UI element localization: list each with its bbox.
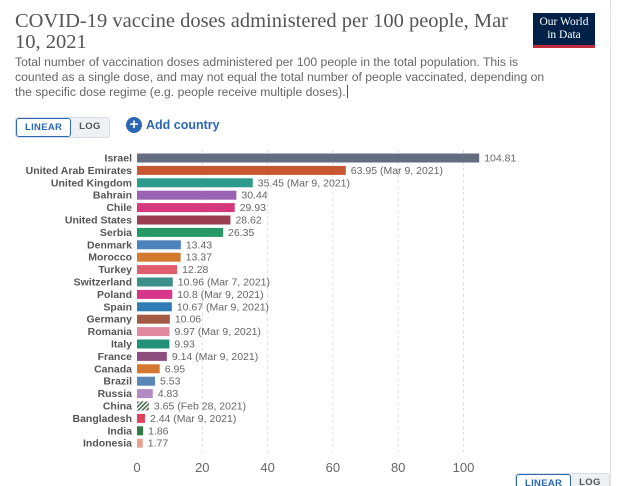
country-label: United Arab Emirates: [26, 165, 133, 177]
bar[interactable]: [137, 376, 156, 386]
bar[interactable]: [137, 364, 160, 374]
x-tick-label: 40: [260, 460, 274, 475]
value-label: 10.67 (Mar 9, 2021): [177, 301, 269, 313]
country-label: Russia: [98, 388, 133, 400]
value-label: 1.86: [148, 425, 169, 437]
bar[interactable]: [137, 240, 181, 250]
value-label: 26.35: [228, 227, 254, 239]
bar[interactable]: [137, 351, 167, 361]
value-label: 1.77: [148, 438, 169, 450]
country-label: Poland: [97, 289, 132, 301]
bar[interactable]: [137, 302, 172, 312]
axis-log-button[interactable]: LOG: [571, 474, 609, 486]
value-label: 30.44: [241, 190, 267, 202]
x-tick-label: 100: [453, 460, 475, 475]
value-label: 10.96 (Mar 7, 2021): [178, 277, 270, 289]
axis-scale-toggle: LINEAR LOG: [515, 473, 610, 486]
value-label: 2.44 (Mar 9, 2021): [150, 413, 236, 425]
country-label: Serbia: [100, 227, 132, 239]
scale-toggle: LINEAR LOG: [15, 117, 110, 138]
country-label: Spain: [103, 301, 132, 313]
bar[interactable]: [137, 190, 237, 200]
country-label: United States: [65, 215, 132, 227]
chart-title: COVID-19 vaccine doses administered per …: [15, 10, 508, 53]
country-label: Turkey: [98, 264, 132, 276]
value-label: 6.95: [165, 363, 186, 375]
bar[interactable]: [137, 277, 173, 287]
country-label: Chile: [106, 202, 132, 214]
bar[interactable]: [137, 413, 145, 423]
value-label: 3.65 (Feb 28, 2021): [154, 401, 246, 413]
bar[interactable]: [137, 401, 149, 411]
country-label: Morocco: [88, 252, 132, 264]
value-label: 63.95 (Mar 9, 2021): [351, 165, 443, 177]
bar[interactable]: [137, 178, 253, 188]
country-label: Denmark: [87, 239, 132, 251]
value-label: 10.06: [175, 314, 201, 326]
country-label: Israel: [105, 153, 133, 165]
add-country-button[interactable]: + Add country: [126, 117, 220, 133]
bar[interactable]: [137, 203, 235, 213]
x-tick-label: 60: [326, 460, 340, 475]
value-label: 29.93: [240, 202, 266, 214]
bar[interactable]: [137, 227, 224, 237]
value-label: 35.45 (Mar 9, 2021): [258, 177, 350, 189]
bar[interactable]: [137, 215, 231, 225]
bar[interactable]: [137, 438, 143, 448]
text-cursor: [346, 85, 349, 98]
x-tick-label: 80: [391, 460, 405, 475]
value-label: 9.93: [174, 339, 195, 351]
bar[interactable]: [137, 289, 173, 299]
bar[interactable]: [137, 327, 170, 337]
value-label: 10.8 (Mar 9, 2021): [177, 289, 263, 301]
logo-line-1: Our World: [539, 16, 589, 28]
country-label: Brazil: [103, 376, 132, 388]
chart-subtitle-text: Total number of vaccination doses admini…: [15, 55, 545, 99]
value-label: 12.28: [182, 264, 208, 276]
x-tick-label: 20: [195, 460, 209, 475]
value-label: 28.62: [235, 215, 261, 227]
value-label: 13.43: [186, 239, 212, 251]
bar[interactable]: [137, 153, 480, 163]
country-label: France: [98, 351, 133, 363]
value-label: 104.81: [484, 153, 516, 165]
bar[interactable]: [137, 265, 178, 275]
value-label: 4.83: [158, 388, 179, 400]
country-label: Italy: [111, 339, 132, 351]
value-label: 5.53: [160, 376, 181, 388]
panel-border: [610, 0, 611, 486]
country-label: Bangladesh: [72, 413, 132, 425]
chart-subtitle: Total number of vaccination doses admini…: [15, 55, 560, 100]
country-label: Indonesia: [83, 438, 132, 450]
bar[interactable]: [137, 426, 144, 436]
axis-linear-button[interactable]: LINEAR: [516, 474, 572, 486]
bar[interactable]: [137, 252, 181, 262]
bar[interactable]: [137, 165, 346, 175]
country-label: Switzerland: [74, 277, 132, 289]
x-tick-label: 0: [133, 460, 140, 475]
value-label: 9.97 (Mar 9, 2021): [175, 326, 261, 338]
value-label: 9.14 (Mar 9, 2021): [172, 351, 258, 363]
value-label: 13.37: [186, 252, 212, 264]
country-label: Germany: [86, 314, 132, 326]
country-label: United Kingdom: [51, 177, 132, 189]
owid-logo[interactable]: Our World in Data: [533, 13, 595, 48]
plus-icon: +: [126, 117, 142, 133]
bar[interactable]: [137, 389, 153, 399]
bar[interactable]: [137, 339, 170, 349]
bar[interactable]: [137, 314, 170, 324]
country-label: India: [107, 425, 132, 437]
country-label: Romania: [88, 326, 133, 338]
add-country-label: Add country: [146, 118, 220, 132]
logo-line-2: in Data: [547, 29, 581, 41]
linear-scale-button[interactable]: LINEAR: [16, 118, 72, 137]
log-scale-button[interactable]: LOG: [71, 118, 109, 137]
country-label: China: [103, 401, 132, 413]
country-label: Canada: [94, 363, 132, 375]
country-label: Bahrain: [93, 190, 132, 202]
